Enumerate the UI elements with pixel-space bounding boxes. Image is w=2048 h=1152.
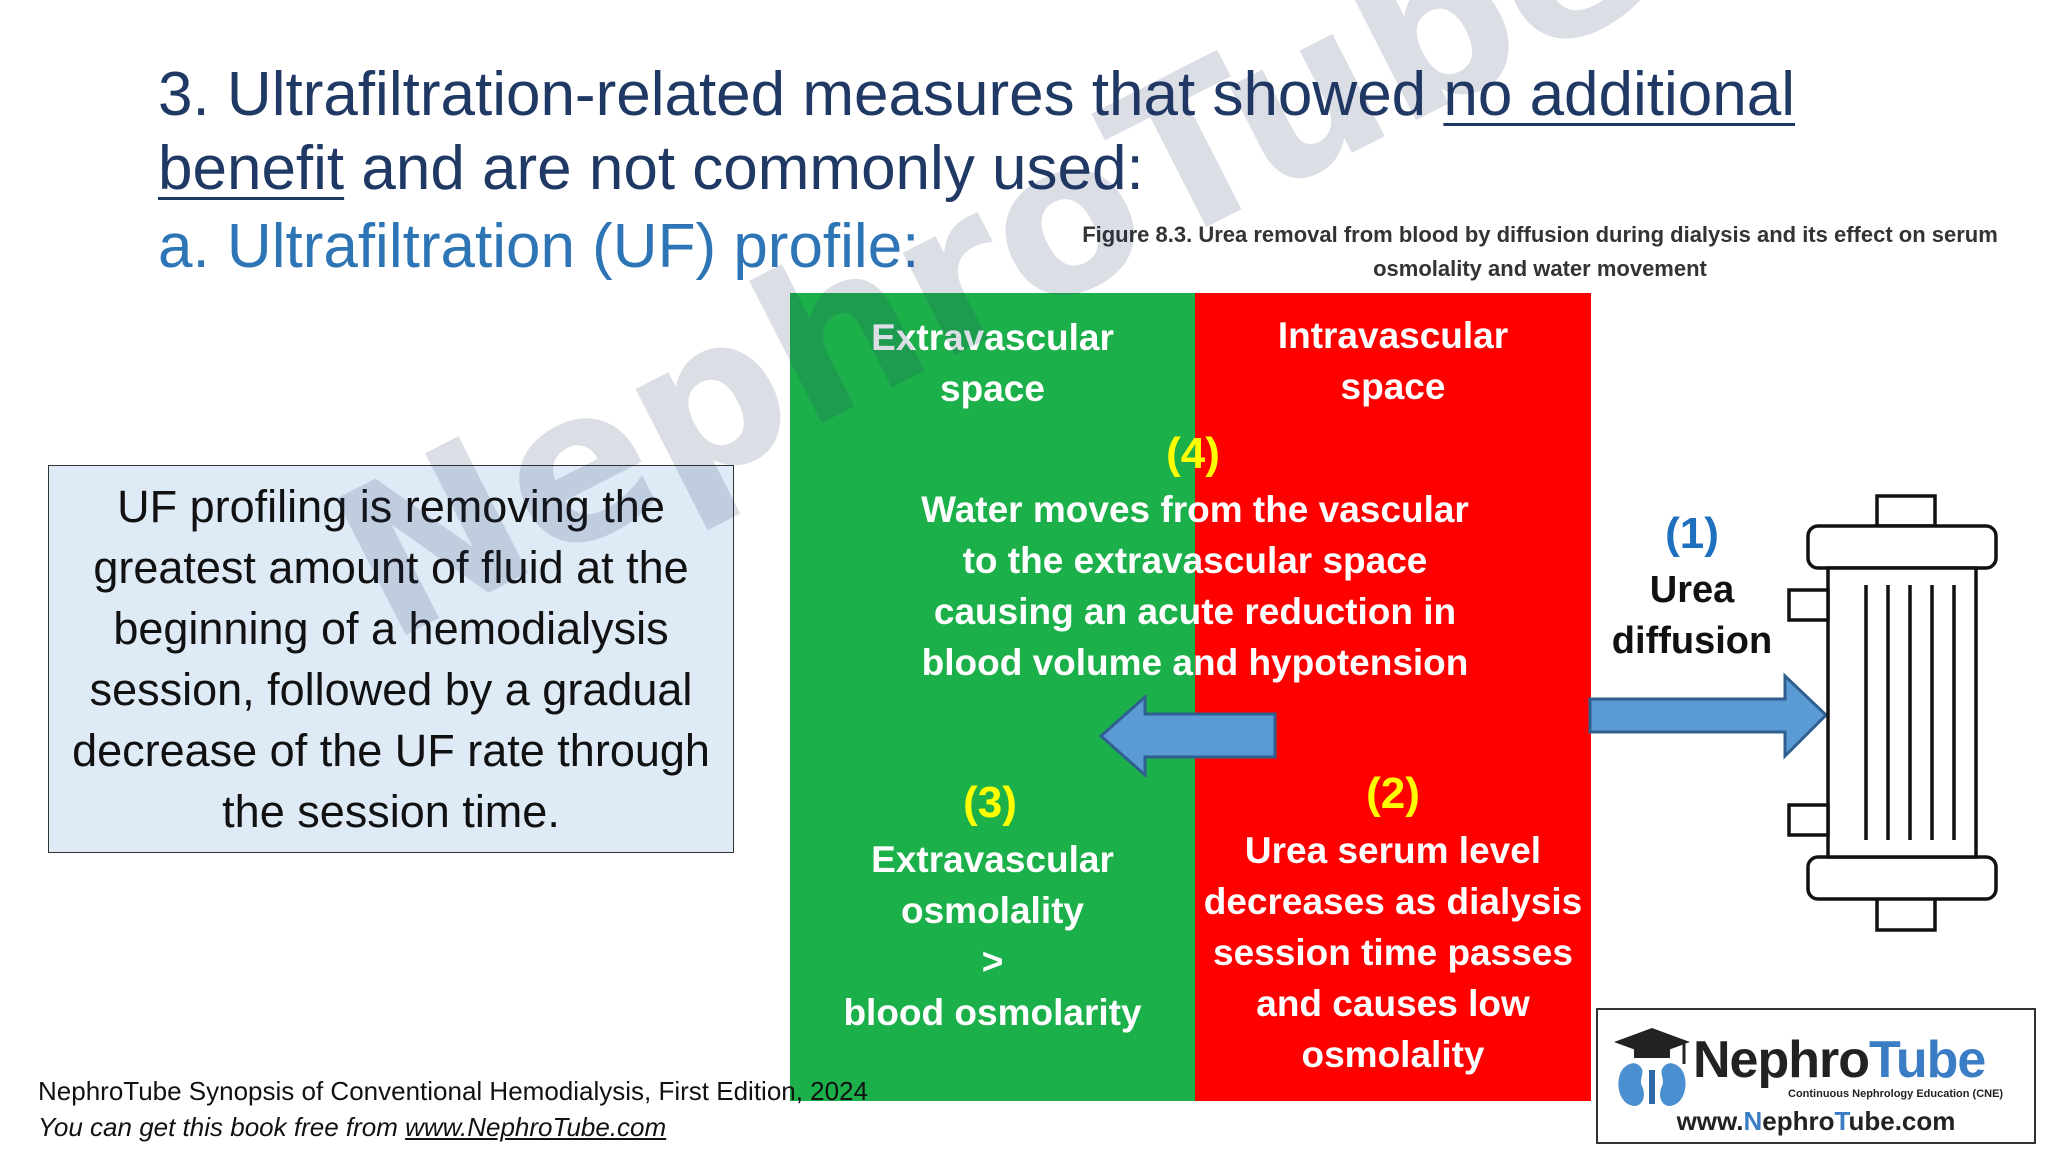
step-3-line3: > [981, 941, 1004, 982]
slide-title: 3. Ultrafiltration-related measures that… [158, 58, 1858, 206]
title-text-2: and are not commonly used: [344, 134, 1144, 203]
logo-url: www.NephroTube.com [1598, 1106, 2034, 1137]
logo-name-part1: Nephro [1693, 1031, 1870, 1089]
urea-diffusion-arrow [1588, 672, 1829, 760]
step-4-number: (4) [1166, 429, 1220, 478]
step-3-line4: blood osmolarity [843, 992, 1142, 1033]
logo-tagline: Continuous Nephrology Education (CNE) [1788, 1088, 2004, 1100]
step-3-line2: osmolality [901, 890, 1084, 931]
footer-website-link[interactable]: www.NephroTube.com [405, 1112, 667, 1142]
title-underlined-1: no additional [1443, 60, 1796, 129]
slide-subtitle: a. Ultrafiltration (UF) profile: [158, 212, 920, 281]
logo-wordmark: NephroTube [1693, 1030, 1986, 1090]
footer-source-prefix: You can get this book free from [38, 1112, 406, 1142]
footer-book-source: You can get this book free from www.Neph… [38, 1112, 666, 1143]
logo-url-part5: ube.com [1848, 1106, 1956, 1136]
figure-caption: Figure 8.3. Urea removal from blood by d… [1050, 218, 2030, 286]
extravascular-label: Extravascular space [871, 317, 1114, 409]
title-text-1: 3. Ultrafiltration-related measures that… [158, 60, 1444, 129]
step-1-number: (1) [1665, 509, 1719, 558]
logo-name-part2: Tube [1869, 1031, 1986, 1089]
step-2-number: (2) [1366, 769, 1420, 818]
intravascular-label: Intravascular space [1277, 315, 1509, 407]
step-2-text: Urea serum level decreases as dialysis s… [1203, 830, 1583, 1075]
step-3-text: Extravascular osmolality > blood osmolar… [790, 834, 1195, 1038]
logo-url-part3: ephro [1762, 1106, 1835, 1136]
logo-url-part2: N [1743, 1106, 1763, 1136]
graduation-cap-kidney-icon [1614, 1028, 1690, 1106]
logo-url-part4: T [1834, 1106, 1849, 1136]
step-3-line1: Extravascular [871, 839, 1114, 880]
definition-text: UF profiling is removing the greatest am… [72, 481, 710, 837]
logo-url-part1: www. [1676, 1106, 1744, 1136]
extravascular-panel [790, 293, 1195, 1101]
nephrotube-logo: NephroTube Continuous Nephrology Educati… [1596, 1008, 2036, 1144]
step-1-text: Urea diffusion [1611, 569, 1773, 662]
intravascular-panel [1195, 293, 1591, 1101]
water-movement-arrow [1098, 693, 1277, 779]
title-underlined-2: benefit [158, 134, 345, 203]
figure-caption-line2: osmolality and water movement [1373, 256, 1707, 281]
step-4-text: Water moves from the vascular to the ext… [921, 489, 1469, 683]
dialyzer-icon [1787, 494, 1998, 932]
step-3-number: (3) [963, 778, 1017, 827]
definition-box: UF profiling is removing the greatest am… [48, 465, 734, 853]
figure-caption-line1: Figure 8.3. Urea removal from blood by d… [1082, 222, 1998, 247]
footer-book-title: NephroTube Synopsis of Conventional Hemo… [38, 1076, 869, 1106]
